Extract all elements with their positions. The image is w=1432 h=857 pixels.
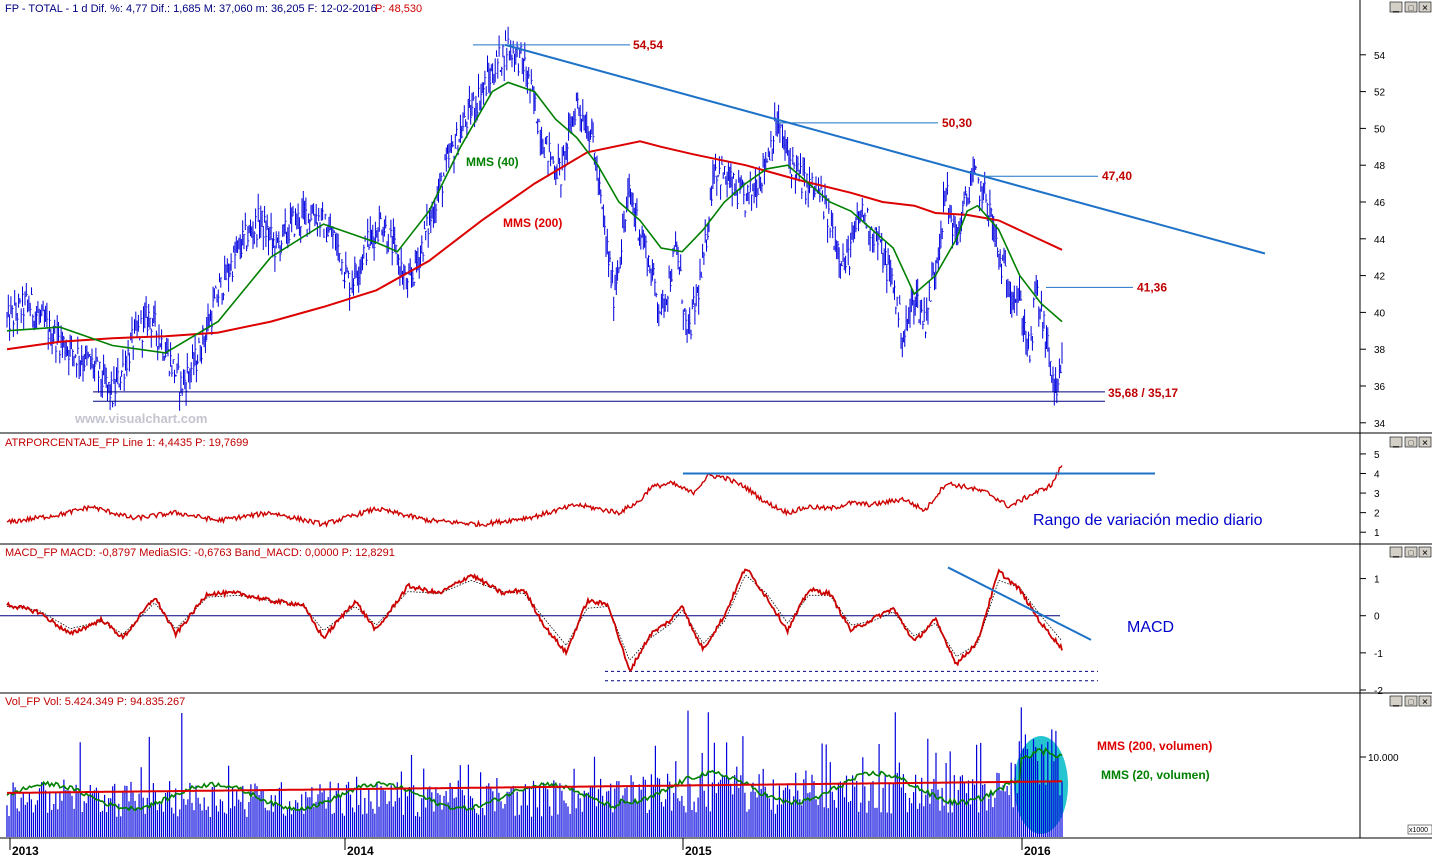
close-icon: ✕ [1422,698,1429,707]
volume-mms20-line [6,747,1063,812]
volume-bars [6,707,1063,837]
volume-mms20-label: MMS (20, volumen) [1101,768,1210,782]
volume-mms200-line [7,780,1062,794]
mms40-label: MMS (40) [466,155,519,169]
year-label: 2014 [347,844,374,857]
restore-button[interactable]: □ [1404,695,1418,707]
restore-button[interactable]: □ [1404,436,1418,448]
price-tick-label: 34 [1374,419,1386,430]
minimize-icon: ▁ [1392,698,1400,707]
atr-tick-label: 2 [1374,509,1380,520]
watermark: www.visualchart.com [74,411,207,426]
vol-tick-label: 10.000 [1368,753,1399,764]
price-tick-label: 36 [1374,382,1386,393]
close-icon: ✕ [1422,4,1429,13]
price-tick-label: 52 [1374,88,1386,99]
atr-tick-label: 3 [1374,489,1380,500]
year-label: 2015 [685,844,712,857]
level-label: 41,36 [1137,280,1167,294]
minimize-icon: ▁ [1392,4,1400,13]
close-button[interactable]: ✕ [1418,546,1432,558]
minimize-icon: ▁ [1392,549,1400,558]
restore-icon: □ [1409,698,1414,707]
macd-annotation: MACD [1127,619,1174,636]
macd-line [6,568,1063,673]
macd-tick-label: 0 [1374,612,1380,623]
minimize-button[interactable]: ▁ [1389,436,1403,448]
price-tick-label: 42 [1374,272,1386,283]
price-tick-label: 44 [1374,235,1386,246]
macd-tick-label: 1 [1374,575,1380,586]
level-label: 47,40 [1102,169,1132,183]
close-button[interactable]: ✕ [1418,695,1432,707]
close-button[interactable]: ✕ [1418,436,1432,448]
close-icon: ✕ [1422,549,1429,558]
price-tick-label: 40 [1374,308,1386,319]
restore-icon: □ [1409,549,1414,558]
minimize-button[interactable]: ▁ [1389,695,1403,707]
restore-icon: □ [1409,439,1414,448]
macd-tick-label: -2 [1374,686,1383,697]
year-label: 2016 [1024,844,1051,857]
mms40-line [6,81,1063,354]
resistance-trendline [504,43,1266,255]
minimize-button[interactable]: ▁ [1389,1,1403,13]
restore-button[interactable]: □ [1404,1,1418,13]
macd-tick-label: -1 [1374,649,1383,660]
price-tick-label: 50 [1374,124,1386,135]
price-tick-label: 38 [1374,345,1386,356]
close-icon: ✕ [1422,439,1429,448]
atr-annotation: Rango de variación medio diario [1033,512,1263,529]
restore-icon: □ [1409,4,1414,13]
volume-unit-label: x1000 [1409,827,1428,834]
year-label: 2013 [12,844,39,857]
vol-header: Vol_FP Vol: 5.424.349 P: 94.835.267 [5,696,185,708]
atr-tick-label: 5 [1374,450,1380,461]
minimize-button[interactable]: ▁ [1389,546,1403,558]
atr-header: ATRPORCENTAJE_FP Line 1: 4,4435 P: 19,76… [5,437,248,449]
volume-mms200-label: MMS (200, volumen) [1097,739,1212,753]
level-label: 54,54 [633,38,663,52]
atr-series [6,465,1063,528]
close-button[interactable]: ✕ [1418,1,1432,13]
price-header-p: P: 48,530 [375,3,422,15]
price-tick-label: 54 [1374,51,1386,62]
minimize-icon: ▁ [1392,439,1400,448]
macd-signal-line [6,575,1063,661]
macd-header: MACD_FP MACD: -0,8797 MediaSIG: -0,6763 … [5,547,395,559]
mms200-line [6,140,1063,351]
atr-tick-label: 4 [1374,469,1380,480]
mms200-label: MMS (200) [503,216,562,230]
atr-tick-label: 1 [1374,528,1380,539]
level-label: 50,30 [942,116,972,130]
restore-button[interactable]: □ [1404,546,1418,558]
price-tick-label: 46 [1374,198,1386,209]
price-header: FP - TOTAL - 1 d Dif. %: 4,77 Dif.: 1,68… [5,3,377,15]
support-label: 35,68 / 35,17 [1108,386,1178,400]
price-tick-label: 48 [1374,161,1386,172]
macd-trendline [947,566,1092,641]
